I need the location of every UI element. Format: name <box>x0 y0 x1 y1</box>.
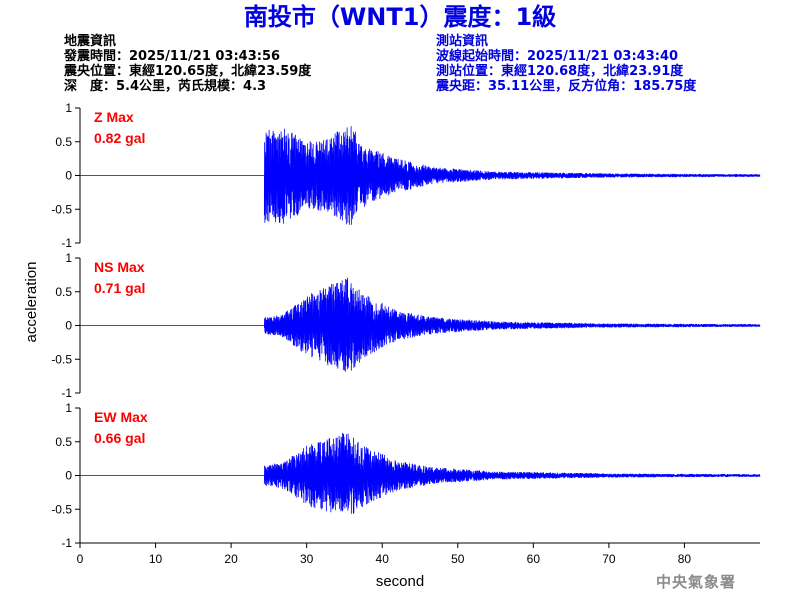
x-tick-label: 50 <box>451 552 465 566</box>
x-tick-label: 70 <box>602 552 616 566</box>
waveform-ns <box>80 277 761 372</box>
x-tick-label: 60 <box>527 552 541 566</box>
y-tick-label: -1 <box>61 236 72 250</box>
x-tick-label: 40 <box>376 552 390 566</box>
event-info-heading: 地震資訊 <box>64 34 117 49</box>
y-tick-label: -0.5 <box>51 352 72 366</box>
agency-watermark: 中央氣象署 <box>656 573 737 591</box>
y-tick-label: 1 <box>65 101 72 115</box>
x-tick-label: 80 <box>678 552 692 566</box>
event-info-block: 地震資訊 發震時間：2025/11/21 03:43:56 震央位置：東經120… <box>64 34 311 94</box>
x-tick-label: 10 <box>149 552 163 566</box>
waveform-ew <box>80 432 761 514</box>
panel-ns: 1 0.5 0 -0.5 -1 NS Max 0.71 gal <box>51 251 761 400</box>
y-tick-label: 0 <box>65 319 72 333</box>
y-tick-label: 0.5 <box>55 435 72 449</box>
station-info-heading: 測站資訊 <box>436 34 489 49</box>
station-info-block: 測站資訊 波線起始時間：2025/11/21 03:43:40 測站位置：東經1… <box>436 34 696 94</box>
epicenter-location: 震央位置：東經120.65度，北緯23.59度 <box>64 64 312 79</box>
max-value-ew: 0.66 gal <box>94 430 145 446</box>
panel-z: 1 0.5 0 -0.5 -1 Z Max 0.82 gal <box>51 101 761 250</box>
y-tick-label: -1 <box>61 386 72 400</box>
station-location: 測站位置：東經120.68度，北緯23.91度 <box>436 64 684 79</box>
max-value-ns: 0.71 gal <box>94 280 145 296</box>
y-tick-label: -1 <box>61 536 72 550</box>
y-tick-label: -0.5 <box>51 202 72 216</box>
chart-title: 南投市（WNT1）震度：1級 <box>243 3 557 31</box>
max-label-z: Z Max <box>94 109 134 125</box>
x-tick-label: 30 <box>300 552 314 566</box>
epicentral-distance: 震央距：35.11公里，反方位角：185.75度 <box>436 79 697 94</box>
max-label-ns: NS Max <box>94 259 145 275</box>
waveform-z <box>80 126 761 225</box>
y-tick-label: 0.5 <box>55 285 72 299</box>
y-tick-label: 0 <box>65 469 72 483</box>
y-tick-label: 0 <box>65 169 72 183</box>
y-tick-label: 1 <box>65 251 72 265</box>
y-axis-label: acceleration <box>23 262 40 343</box>
origin-time: 發震時間：2025/11/21 03:43:56 <box>64 49 281 64</box>
y-tick-label: -0.5 <box>51 502 72 516</box>
wave-start-time: 波線起始時間：2025/11/21 03:43:40 <box>436 49 679 64</box>
max-label-ew: EW Max <box>94 409 148 425</box>
depth-magnitude: 深 度：5.4公里，芮氏規模：4.3 <box>64 79 267 94</box>
x-axis: 0 10 20 30 40 50 60 70 80 <box>77 542 760 566</box>
x-axis-label: second <box>376 573 424 590</box>
x-tick-label: 0 <box>77 552 84 566</box>
max-value-z: 0.82 gal <box>94 130 145 146</box>
panel-ew: 1 0.5 0 -0.5 -1 EW Max 0.66 gal <box>51 401 761 550</box>
x-tick-label: 20 <box>224 552 238 566</box>
y-tick-label: 0.5 <box>55 135 72 149</box>
y-tick-label: 1 <box>65 401 72 415</box>
